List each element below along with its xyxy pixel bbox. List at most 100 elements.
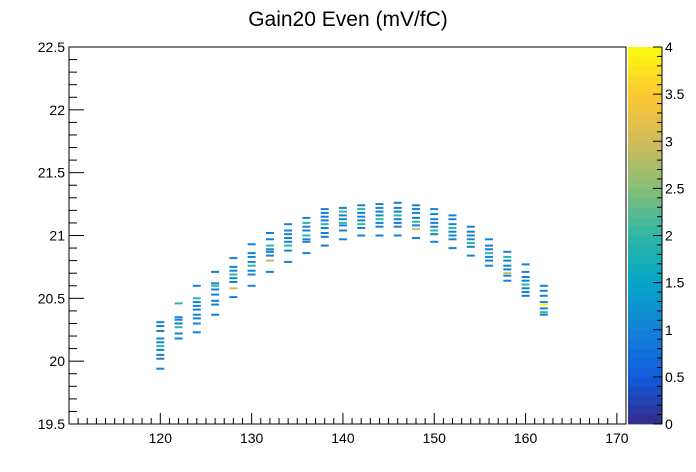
- heatmap-cell: [485, 244, 493, 247]
- heatmap-cell: [430, 229, 439, 232]
- heatmap-cell: [265, 254, 274, 257]
- heatmap-cell: [211, 282, 220, 285]
- heatmap-cell: [192, 297, 201, 300]
- heatmap-cell: [284, 223, 293, 226]
- heatmap-cell: [412, 228, 420, 231]
- heatmap-cell: [156, 341, 165, 344]
- colorbar-tick-label: 2.5: [665, 180, 685, 196]
- heatmap-cell: [265, 250, 274, 253]
- y-tick-label: 20: [49, 353, 65, 369]
- heatmap-cell: [265, 244, 274, 247]
- y-axis: 19.5 20 20.5 21 21.5 22 22.5: [38, 39, 84, 432]
- heatmap-cell: [466, 230, 475, 233]
- heatmap-cell: [229, 265, 238, 268]
- heatmap-cell: [393, 221, 402, 224]
- heatmap-cell: [265, 248, 274, 251]
- heatmap-cell: [466, 225, 475, 228]
- heatmap-cell: [539, 284, 548, 287]
- heatmap-cell: [320, 232, 329, 234]
- heatmap-cell: [430, 218, 439, 221]
- heatmap-cell: [302, 238, 311, 241]
- colorbar-band: [628, 112, 662, 123]
- colorbar-band: [628, 367, 662, 378]
- heatmap-cell: [412, 237, 420, 239]
- x-axis: 120 130 140 150 160 170: [77, 413, 629, 446]
- colorbar-band: [628, 197, 662, 208]
- heatmap-cell: [320, 244, 329, 247]
- heatmap-cell: [302, 225, 311, 228]
- heatmap-cell: [430, 240, 439, 243]
- heatmap-cells: [156, 201, 548, 370]
- heatmap-cell: [466, 238, 475, 241]
- colorbar-band: [628, 235, 662, 246]
- heatmap-cell: [539, 294, 548, 297]
- chart-title: Gain20 Even (mV/fC): [248, 8, 448, 31]
- colorbar-band: [628, 122, 662, 133]
- heatmap-cell: [247, 264, 256, 267]
- colorbar-tick-label: 0: [665, 416, 673, 432]
- colorbar-band: [628, 84, 662, 95]
- x-tick-label: 150: [423, 430, 447, 446]
- heatmap-cell: [211, 288, 220, 291]
- heatmap-cell: [247, 252, 256, 255]
- heatmap-cell: [539, 311, 548, 314]
- heatmap-cell: [211, 293, 220, 296]
- x-tick-label: 170: [605, 430, 629, 446]
- colorbar-band: [628, 263, 662, 274]
- x-tick-label: 140: [331, 430, 355, 446]
- heatmap-cell: [521, 270, 530, 273]
- heatmap-cell: [265, 259, 274, 262]
- heatmap-cell: [320, 211, 329, 214]
- heatmap-cell: [521, 283, 530, 286]
- heatmap-cell: [265, 238, 274, 241]
- heatmap-cell: [284, 240, 293, 243]
- heatmap-cell: [211, 270, 220, 273]
- heatmap-cell: [503, 250, 512, 253]
- heatmap-cell: [521, 287, 530, 290]
- colorbar-tick-label: 3.5: [665, 86, 685, 102]
- heatmap-cell: [192, 308, 201, 311]
- heatmap-cell: [430, 225, 439, 228]
- heatmap-cell: [192, 284, 201, 287]
- heatmap-cell: [393, 225, 402, 228]
- heatmap-cell: [320, 223, 329, 226]
- heatmap-cell: [466, 242, 475, 244]
- colorbar-band: [628, 273, 662, 284]
- heatmap-cell: [192, 301, 201, 304]
- colorbar-band: [628, 160, 662, 170]
- colorbar-band: [628, 386, 662, 397]
- heatmap-cell: [357, 223, 366, 226]
- heatmap-cell: [247, 243, 256, 246]
- heatmap-cell: [211, 313, 220, 316]
- heatmap-cell: [357, 234, 366, 237]
- colorbar-band: [628, 75, 662, 86]
- heatmap-cell: [302, 221, 311, 224]
- heatmap-cell: [503, 255, 512, 258]
- heatmap-cell: [284, 233, 293, 236]
- heatmap-cell: [430, 213, 439, 216]
- heatmap-cell: [320, 235, 329, 238]
- y-tick-label: 21.5: [38, 165, 65, 181]
- heatmap-cell: [503, 264, 512, 267]
- heatmap-cell: [466, 245, 475, 248]
- heatmap-cell: [284, 237, 293, 239]
- heatmap-cell: [375, 210, 384, 213]
- y-tick-label: 22: [49, 102, 65, 118]
- colorbar-band: [628, 414, 662, 425]
- heatmap-cell: [229, 281, 238, 283]
- heatmap-cell: [412, 220, 420, 223]
- heatmap-cell: [485, 264, 493, 267]
- heatmap-cell: [174, 326, 183, 329]
- heatmap-cell: [539, 289, 548, 292]
- heatmap-cell: [192, 331, 201, 334]
- heatmap-cell: [448, 227, 457, 229]
- heatmap-cell: [302, 234, 311, 237]
- heatmap-cell: [338, 214, 347, 217]
- heatmap-cell: [357, 219, 366, 222]
- heatmap-cell: [375, 218, 384, 221]
- colorbar-tick-label: 0.5: [665, 369, 685, 385]
- heatmap-cell: [393, 218, 402, 221]
- heatmap-cell: [357, 208, 366, 211]
- heatmap-cell: [284, 260, 293, 263]
- heatmap-cell: [466, 254, 475, 257]
